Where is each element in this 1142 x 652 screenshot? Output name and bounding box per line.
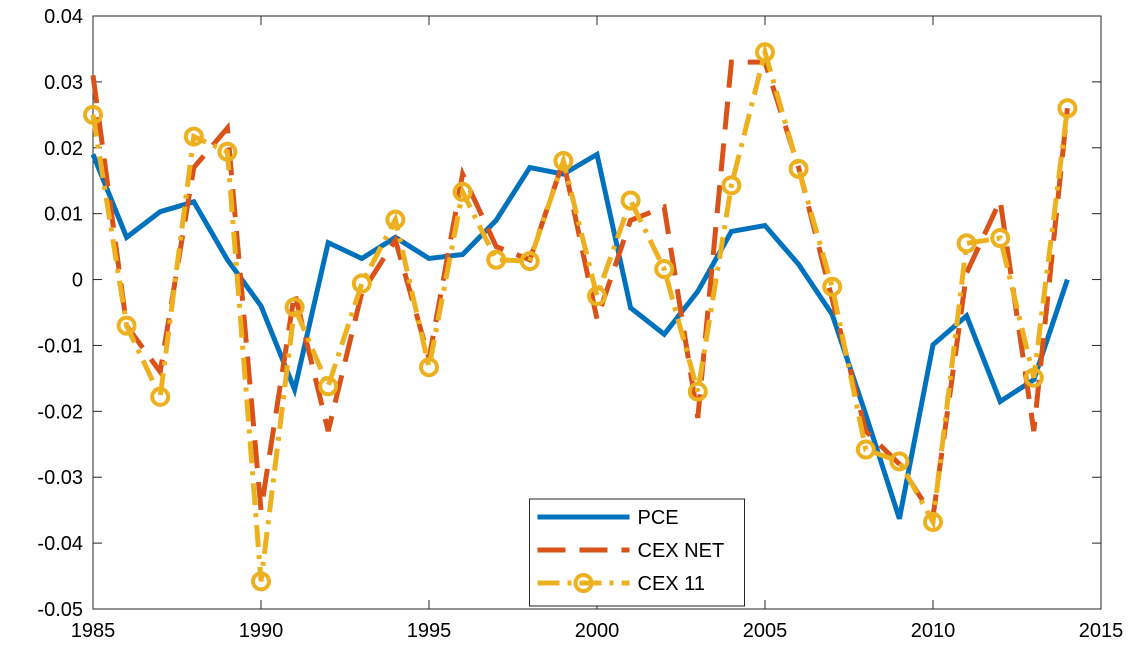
point-marker [923, 512, 943, 533]
point-marker [755, 42, 775, 63]
point-marker [956, 233, 977, 254]
x-tick-label: 1990 [239, 620, 284, 642]
series-line [90, 150, 1070, 520]
point-marker [620, 190, 641, 211]
x-tick-label: 2010 [911, 620, 956, 642]
point-marker [116, 315, 137, 336]
point-marker [284, 297, 305, 318]
y-tick-label: 0 [72, 270, 83, 292]
x-tick-label: 2000 [575, 620, 620, 642]
point-marker [1023, 367, 1044, 388]
point-marker [150, 386, 171, 407]
y-tick-label: -0.02 [37, 401, 83, 423]
point-marker [318, 376, 339, 397]
x-tick-label: 1985 [71, 620, 116, 642]
point-marker [788, 158, 809, 179]
y-tick-label: -0.01 [37, 335, 83, 357]
legend-label: CEX NET [638, 540, 725, 562]
legend: PCE CEX NET CEX 11 [529, 498, 745, 607]
point-marker [1057, 98, 1078, 119]
point-marker [251, 571, 271, 592]
series-line [90, 59, 1070, 524]
point-marker [855, 439, 876, 460]
y-tick-label: -0.04 [37, 533, 83, 555]
point-marker [83, 104, 103, 125]
y-tick-label: 0.03 [44, 72, 83, 94]
y-tick-label: -0.03 [37, 467, 83, 489]
point-marker [990, 228, 1011, 249]
point-marker [351, 273, 372, 294]
point-marker [721, 175, 742, 196]
point-marker [419, 357, 439, 378]
x-tick-label: 2015 [1079, 620, 1124, 642]
legend-label: PCE [638, 507, 679, 529]
point-marker [486, 249, 507, 270]
x-tick-label: 1995 [407, 620, 452, 642]
point-marker [553, 150, 574, 171]
y-tick-label: 0.01 [44, 204, 83, 226]
point-marker [385, 209, 406, 230]
point-marker [822, 276, 843, 297]
point-marker [519, 251, 540, 272]
point-marker [889, 451, 910, 472]
point-marker [654, 259, 675, 280]
point-marker [587, 286, 607, 307]
legend-marker [573, 573, 594, 593]
point-marker [217, 141, 238, 162]
point-marker [687, 381, 708, 402]
x-tick-label: 2005 [743, 620, 788, 642]
point-marker [452, 181, 473, 202]
point-marker [183, 126, 204, 147]
plot-frame [92, 15, 1102, 610]
y-tick-label: 0.04 [44, 6, 83, 28]
y-tick-label: -0.05 [37, 599, 83, 621]
y-tick-label: 0.02 [44, 138, 83, 160]
legend-label: CEX 11 [638, 573, 705, 595]
